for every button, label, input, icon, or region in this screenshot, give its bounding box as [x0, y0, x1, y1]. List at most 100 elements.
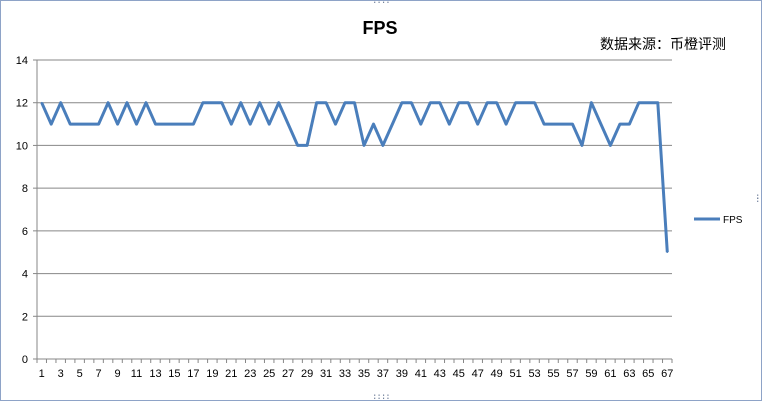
data-point — [382, 144, 384, 147]
resize-handle-right[interactable]: :: — [755, 192, 760, 205]
data-point — [505, 123, 507, 125]
x-tick-label: 1 — [39, 368, 45, 380]
data-point — [192, 123, 195, 125]
data-point — [173, 123, 176, 125]
resize-handle-bottom[interactable]: :::: — [372, 392, 391, 402]
x-tick-label: 17 — [187, 368, 199, 380]
x-tick-label: 31 — [320, 368, 332, 380]
x-tick-label: 53 — [528, 368, 540, 380]
data-point — [590, 101, 593, 104]
x-tick-label: 57 — [566, 368, 578, 380]
data-point — [211, 101, 214, 104]
x-tick-label: 7 — [96, 368, 102, 380]
data-point — [239, 101, 242, 104]
x-tick-label: 61 — [604, 368, 616, 380]
data-point — [514, 101, 517, 104]
data-point — [59, 101, 62, 104]
x-tick-label: 63 — [623, 368, 635, 380]
data-point — [344, 101, 346, 104]
x-tick-label: 45 — [453, 368, 465, 380]
data-point — [334, 123, 337, 125]
x-tick-label: 21 — [225, 368, 237, 380]
x-tick-label: 19 — [206, 368, 218, 380]
x-tick-label: 11 — [131, 368, 142, 380]
data-point — [524, 101, 526, 104]
data-point — [562, 123, 564, 125]
data-point — [145, 101, 147, 104]
data-point — [353, 101, 356, 104]
data-point — [429, 101, 432, 104]
x-tick-label: 67 — [661, 368, 673, 380]
data-point — [88, 123, 90, 125]
y-tick-label: 14 — [16, 55, 28, 67]
x-tick-label: 49 — [491, 368, 503, 380]
data-point — [457, 101, 460, 104]
x-tick-label: 9 — [114, 368, 120, 380]
y-tick-label: 0 — [22, 354, 28, 366]
data-point — [296, 144, 299, 147]
x-tick-label: 59 — [585, 368, 597, 380]
data-point — [135, 123, 138, 125]
data-point — [495, 101, 498, 104]
data-point — [97, 123, 100, 125]
data-point — [571, 123, 574, 125]
data-point — [183, 123, 185, 125]
data-point — [438, 101, 441, 104]
data-point — [69, 123, 71, 125]
data-point — [287, 123, 289, 125]
resize-handle-top[interactable]: :::: — [372, 0, 391, 6]
data-point — [600, 123, 602, 125]
x-tick-label: 43 — [434, 368, 446, 380]
data-point — [401, 101, 403, 104]
source-annotation: 数据来源：币橙评测 — [600, 37, 726, 53]
data-point — [249, 123, 252, 125]
chart-title: FPS — [362, 18, 398, 38]
data-point — [552, 123, 555, 125]
x-tick-label: 13 — [149, 368, 161, 380]
data-point — [647, 101, 650, 104]
x-tick-label: 47 — [472, 368, 484, 380]
data-point — [78, 123, 81, 125]
data-point — [230, 123, 233, 125]
x-tick-label: 25 — [263, 368, 275, 380]
x-tick-label: 27 — [282, 368, 294, 380]
y-tick-label: 6 — [22, 226, 28, 238]
x-tick-label: 41 — [415, 368, 427, 380]
series-line-fps — [40, 101, 669, 253]
data-point — [306, 144, 308, 147]
data-point — [476, 123, 479, 125]
data-point — [486, 101, 488, 104]
x-tick-label: 35 — [358, 368, 370, 380]
x-tick-label: 65 — [642, 368, 654, 380]
data-point — [638, 101, 640, 104]
data-point — [202, 101, 204, 104]
data-point — [619, 123, 621, 125]
data-point — [543, 123, 545, 125]
data-point — [467, 101, 470, 104]
data-point — [325, 101, 327, 104]
x-tick-label: 15 — [168, 368, 180, 380]
y-tick-label: 12 — [16, 98, 28, 110]
data-point — [581, 144, 583, 147]
data-point — [609, 144, 612, 147]
data-point — [164, 123, 166, 125]
y-tick-label: 8 — [22, 183, 28, 195]
y-tick-label: 10 — [16, 140, 28, 152]
x-tick-label: 5 — [77, 368, 83, 380]
data-point — [116, 123, 119, 125]
data-point — [410, 101, 413, 104]
x-tick-label: 29 — [301, 368, 313, 380]
x-tick-label: 23 — [244, 368, 256, 380]
x-tick-label: 55 — [547, 368, 559, 380]
data-point — [154, 123, 157, 125]
data-point — [533, 101, 536, 104]
x-tick-label: 37 — [377, 368, 389, 380]
legend-label: FPS — [723, 215, 743, 226]
data-point — [363, 144, 365, 147]
data-point — [258, 101, 261, 104]
x-tick-label: 39 — [396, 368, 408, 380]
x-tick-label: 33 — [339, 368, 351, 380]
data-point — [50, 123, 53, 125]
